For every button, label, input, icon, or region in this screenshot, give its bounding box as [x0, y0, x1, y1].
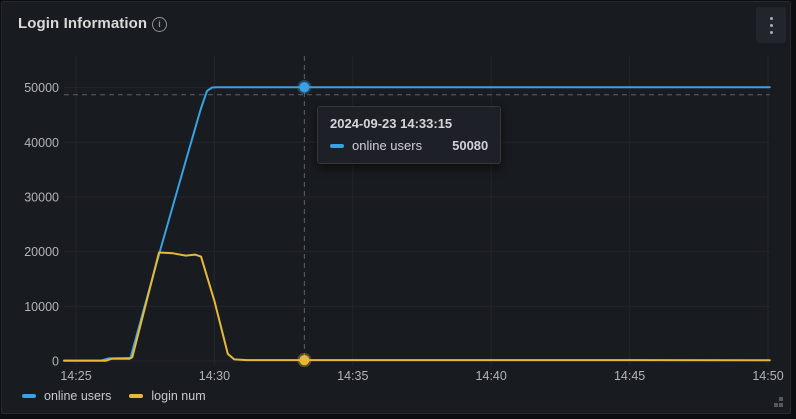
chart-legend: online users login num	[22, 389, 206, 403]
info-circle-icon[interactable]: i	[152, 17, 167, 32]
y-axis-tick-label: 30000	[24, 190, 59, 204]
series-color-marker	[330, 143, 344, 148]
timeseries-chart[interactable]: 0 10000 20000 30000 40000 50000 14:25 14:30 14:3…	[2, 2, 790, 413]
login-information-panel: Login Information i 0 10000 20000 30000 4000…	[1, 1, 791, 414]
kebab-menu-icon	[769, 30, 773, 34]
y-axis-tick-label: 20000	[24, 245, 59, 259]
x-axis-tick-label: 14:40	[476, 369, 507, 383]
legend-label: online users	[44, 389, 112, 403]
x-axis-tick-label: 14:25	[60, 369, 91, 383]
legend-item-login-num[interactable]: login num	[129, 389, 206, 403]
legend-item-online-users[interactable]: online users	[22, 389, 111, 403]
kebab-menu-icon	[769, 23, 773, 27]
tooltip-series-row: online users 50080	[330, 138, 488, 153]
y-axis-tick-label: 50000	[24, 81, 59, 95]
y-axis-tick-label: 10000	[24, 300, 59, 314]
panel-resize-handle-icon[interactable]	[772, 396, 784, 408]
x-axis-tick-label: 14:45	[614, 369, 645, 383]
y-axis-tick-label: 0	[52, 355, 59, 369]
x-axis-tick-label: 14:30	[199, 369, 230, 383]
highlight-dot-login-num	[297, 353, 312, 368]
tooltip-series-label: online users	[352, 138, 423, 153]
x-axis-tick-label: 14:50	[752, 369, 783, 383]
series-color-marker	[22, 394, 36, 398]
legend-label: login num	[151, 389, 206, 403]
panel-menu-button[interactable]	[756, 7, 786, 43]
series-color-marker	[129, 394, 144, 398]
series-line-login-num	[63, 251, 771, 362]
tooltip-timestamp: 2024-09-23 14:33:15	[330, 116, 453, 131]
tooltip-series-value: 50080	[452, 138, 489, 153]
x-axis-tick-label: 14:35	[337, 369, 368, 383]
kebab-menu-icon	[769, 16, 773, 20]
chart-tooltip: 2024-09-23 14:33:15 online users 50080	[317, 106, 502, 164]
series-line-online-users	[63, 86, 771, 362]
y-axis-tick-label: 40000	[24, 136, 59, 150]
highlight-dot-online-users	[297, 80, 312, 95]
panel-header[interactable]: Login Information i	[2, 2, 790, 43]
panel-title: Login Information	[18, 15, 148, 32]
